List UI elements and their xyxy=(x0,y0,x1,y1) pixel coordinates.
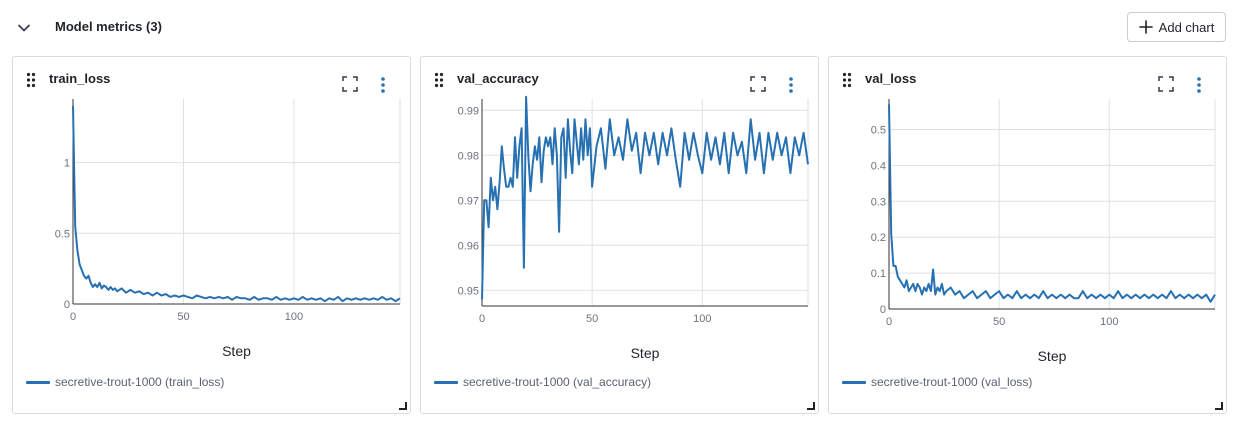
y-tick-label: 0.5 xyxy=(871,125,886,137)
x-tick-label: 50 xyxy=(177,311,189,323)
y-tick-label: 0 xyxy=(64,299,70,311)
fullscreen-icon[interactable] xyxy=(1158,76,1174,92)
drag-handle-icon[interactable] xyxy=(26,72,36,88)
drag-handle-icon[interactable] xyxy=(842,72,852,88)
fullscreen-icon[interactable] xyxy=(750,76,766,92)
more-options-icon[interactable] xyxy=(785,76,797,94)
line-chart-val-accuracy: 0 50 100 0.95 0.96 0.97 0.98 0.99 Step xyxy=(458,95,809,361)
series-line[interactable] xyxy=(72,106,401,303)
plus-icon xyxy=(1138,20,1153,34)
x-axis-label: Step xyxy=(631,345,660,361)
legend-item[interactable]: secretive-trout-1000 (train_loss) xyxy=(26,375,224,389)
more-options-icon[interactable] xyxy=(1193,76,1205,94)
x-axis-label: Step xyxy=(222,343,251,359)
series-line[interactable] xyxy=(481,95,809,300)
series-line[interactable] xyxy=(888,104,1216,303)
legend-swatch xyxy=(26,380,50,384)
resize-handle-icon[interactable] xyxy=(807,402,815,410)
legend-item[interactable]: secretive-trout-1000 (val_accuracy) xyxy=(434,375,651,389)
y-tick-label: 1 xyxy=(64,158,70,170)
y-tick-label: 0.95 xyxy=(458,285,479,297)
resize-handle-icon[interactable] xyxy=(399,402,407,410)
chart-card-val-accuracy: val_accuracy 0 50 100 0.95 0.96 0.97 0.98 0.99 S… xyxy=(420,56,819,414)
x-tick-label: 100 xyxy=(693,313,711,325)
x-tick-label: 50 xyxy=(586,313,598,325)
line-chart-train-loss: 0 50 100 0 0.5 1 Step xyxy=(55,99,401,359)
line-chart-val-loss: 0 50 100 0 0.1 0.2 0.3 0.4 0.5 Step xyxy=(871,99,1216,364)
add-chart-button[interactable]: Add chart xyxy=(1127,12,1226,42)
fullscreen-icon[interactable] xyxy=(342,76,358,92)
x-tick-label: 0 xyxy=(886,316,892,328)
x-tick-label: 100 xyxy=(1100,316,1118,328)
legend-swatch xyxy=(434,380,458,384)
y-tick-label: 0.97 xyxy=(458,195,479,207)
y-tick-label: 0.96 xyxy=(458,240,479,252)
chart-title: val_accuracy xyxy=(457,71,539,86)
y-tick-label: 0.4 xyxy=(871,160,886,172)
more-options-icon[interactable] xyxy=(377,76,389,94)
add-chart-label: Add chart xyxy=(1158,19,1215,35)
y-tick-label: 0 xyxy=(880,304,886,316)
chart-card-val-loss: val_loss 0 50 100 0 0.1 0.2 0.3 0.4 0.5 Step secr… xyxy=(828,56,1227,414)
x-tick-label: 0 xyxy=(70,311,76,323)
x-tick-label: 100 xyxy=(285,311,303,323)
legend-label: secretive-trout-1000 (train_loss) xyxy=(55,375,225,389)
legend-item[interactable]: secretive-trout-1000 (val_loss) xyxy=(842,375,1032,389)
x-tick-label: 0 xyxy=(479,313,485,325)
section-header: Model metrics (3) Add chart xyxy=(0,0,1238,56)
y-tick-label: 0.99 xyxy=(458,105,479,117)
legend-label: secretive-trout-1000 (val_accuracy) xyxy=(463,375,652,389)
chart-card-train-loss: train_loss 0 50 100 0 0.5 1 Step secretive-tro… xyxy=(12,56,411,414)
chevron-down-icon[interactable] xyxy=(16,20,32,36)
y-tick-label: 0.2 xyxy=(871,232,886,244)
resize-handle-icon[interactable] xyxy=(1215,402,1223,410)
y-tick-label: 0.1 xyxy=(871,268,886,280)
section-title: Model metrics (3) xyxy=(55,19,162,34)
legend-swatch xyxy=(842,380,866,384)
drag-handle-icon[interactable] xyxy=(434,72,444,88)
chart-title: train_loss xyxy=(49,71,111,86)
chart-title: val_loss xyxy=(865,71,917,86)
y-tick-label: 0.98 xyxy=(458,150,479,162)
x-axis-label: Step xyxy=(1038,348,1067,364)
legend-label: secretive-trout-1000 (val_loss) xyxy=(871,375,1033,389)
y-tick-label: 0.3 xyxy=(871,196,886,208)
y-tick-label: 0.5 xyxy=(55,228,70,240)
x-tick-label: 50 xyxy=(993,316,1005,328)
